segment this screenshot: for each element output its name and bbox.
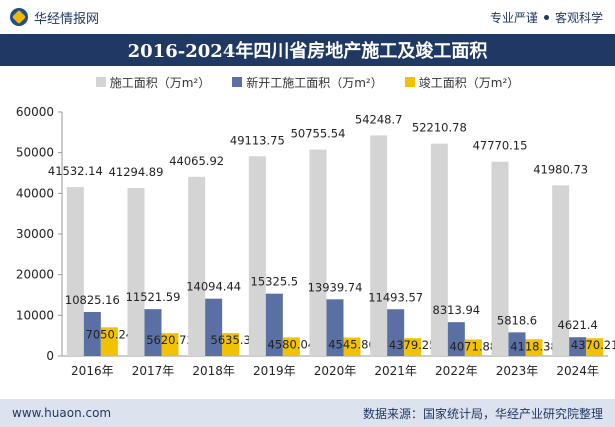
y-tick-label: 20000: [16, 268, 54, 282]
bar-series2: [387, 309, 405, 356]
data-label-series2: 4621.4: [558, 318, 598, 332]
data-label-series2: 14094.44: [186, 280, 241, 294]
y-tick-label: 50000: [16, 146, 54, 160]
bar-series3: [100, 327, 118, 356]
logo-icon: [10, 8, 28, 26]
data-label-series2: 10825.16: [65, 293, 120, 307]
bar-series3: [525, 339, 543, 356]
x-tick-label: 2021年: [374, 364, 417, 378]
bar-series2: [205, 298, 223, 356]
data-label-series3: 4580.04: [268, 337, 316, 351]
tagline-right: 客观科学: [554, 10, 603, 25]
legend-label-series3: 竣工面积（万m²）: [418, 75, 520, 90]
bar-series1: [430, 143, 448, 356]
data-label-series3: 4379.25: [389, 338, 437, 352]
legend-item-series1: 施工面积（万m²）: [95, 72, 211, 92]
data-label-series3: 4071.88: [450, 339, 498, 353]
bar-series3: [464, 339, 482, 356]
bar-series1: [491, 161, 509, 356]
legend-item-series2: 新开工施工面积（万m²）: [232, 72, 383, 92]
bar-series1: [309, 149, 327, 356]
x-tick-label: 2020年: [314, 364, 357, 378]
legend-item-series3: 竣工面积（万m²）: [404, 72, 520, 92]
data-label-series2: 5818.6: [497, 313, 537, 327]
data-label-series1: 49113.75: [230, 133, 285, 147]
legend: 施工面积（万m²） 新开工施工面积（万m²） 竣工面积（万m²）: [0, 72, 615, 92]
data-label-series2: 8313.94: [433, 303, 481, 317]
bar-series3: [343, 337, 361, 356]
y-tick-label: 60000: [16, 105, 54, 119]
data-label-series1: 41532.14: [48, 164, 103, 178]
legend-swatch-series3: [404, 77, 415, 87]
y-tick-label: 10000: [16, 308, 54, 322]
bar-series3: [586, 338, 604, 356]
x-tick-label: 2018年: [192, 364, 235, 378]
bar-series3: [161, 333, 179, 356]
data-label-series3: 4545.86: [328, 338, 376, 352]
data-label-series3: 7050.24: [86, 327, 134, 341]
bar-series1: [127, 188, 145, 356]
legend-label-series2: 新开工施工面积（万m²）: [246, 75, 383, 90]
bar-series3: [404, 338, 422, 356]
data-label-series3: 4370.21: [571, 338, 615, 352]
footer-source: 数据来源：国家统计局，华经产业研究院整理: [362, 406, 603, 421]
chart-title: 2016-2024年四川省房地产施工及竣工面积: [0, 34, 615, 66]
brand-name: 华经情报网: [34, 11, 100, 27]
bar-series2: [265, 293, 283, 356]
data-label-series1: 47770.15: [473, 139, 528, 153]
data-label-series3: 5620.73: [146, 333, 194, 347]
bar-series3: [222, 333, 240, 356]
data-label-series1: 50755.54: [291, 127, 346, 141]
y-tick-label: 30000: [16, 227, 54, 241]
bar-series2: [326, 299, 344, 356]
top-bar: 华经情报网 专业严谨 客观科学: [0, 0, 615, 34]
bar-series1: [188, 176, 206, 356]
bar-series2: [144, 309, 162, 356]
bar-series2: [447, 322, 465, 356]
x-tick-label: 2017年: [132, 364, 175, 378]
tagline-left: 专业严谨: [489, 10, 538, 25]
data-label-series2: 11521.59: [126, 290, 181, 304]
tagline: 专业严谨 客观科学: [490, 9, 603, 26]
bar-series3: [282, 337, 300, 356]
legend-swatch-series1: [95, 77, 106, 87]
data-label-series3: 5635.3: [211, 333, 251, 347]
footer-website[interactable]: www.huaon.com: [12, 406, 112, 420]
data-label-series2: 13939.74: [308, 280, 363, 294]
legend-swatch-series2: [232, 77, 243, 87]
data-label-series2: 11493.57: [368, 290, 423, 304]
x-tick-label: 2024年: [556, 364, 599, 378]
brand: 华经情报网: [10, 8, 99, 27]
dot-icon: [543, 14, 549, 20]
bar-series1: [66, 187, 84, 356]
legend-label-series1: 施工面积（万m²）: [109, 75, 211, 90]
data-label-series1: 54248.7: [355, 112, 403, 126]
bar-series2: [569, 337, 587, 356]
bar-series2: [83, 311, 101, 356]
data-label-series3: 4118.38: [510, 339, 558, 353]
bar-series1: [370, 135, 388, 356]
data-label-series2: 15325.5: [251, 275, 299, 289]
x-tick-label: 2016年: [71, 364, 114, 378]
bar-series1: [248, 156, 266, 356]
x-tick-label: 2019年: [253, 364, 296, 378]
data-label-series1: 52210.78: [412, 121, 467, 135]
data-label-series1: 44065.92: [169, 154, 224, 168]
data-label-series1: 41980.73: [533, 162, 588, 176]
footer: www.huaon.com 数据来源：国家统计局，华经产业研究院整理: [0, 399, 615, 427]
bar-series2: [508, 332, 526, 356]
x-tick-label: 2022年: [435, 364, 478, 378]
x-tick-label: 2023年: [496, 364, 539, 378]
y-tick-label: 40000: [16, 186, 54, 200]
bar-chart: 0 10000 20000 30000 40000 50000 60000 41532.14 1…: [16, 105, 615, 378]
y-tick-label: 0: [46, 349, 54, 363]
bar-series1: [552, 185, 570, 356]
data-label-series1: 41294.89: [109, 165, 164, 179]
